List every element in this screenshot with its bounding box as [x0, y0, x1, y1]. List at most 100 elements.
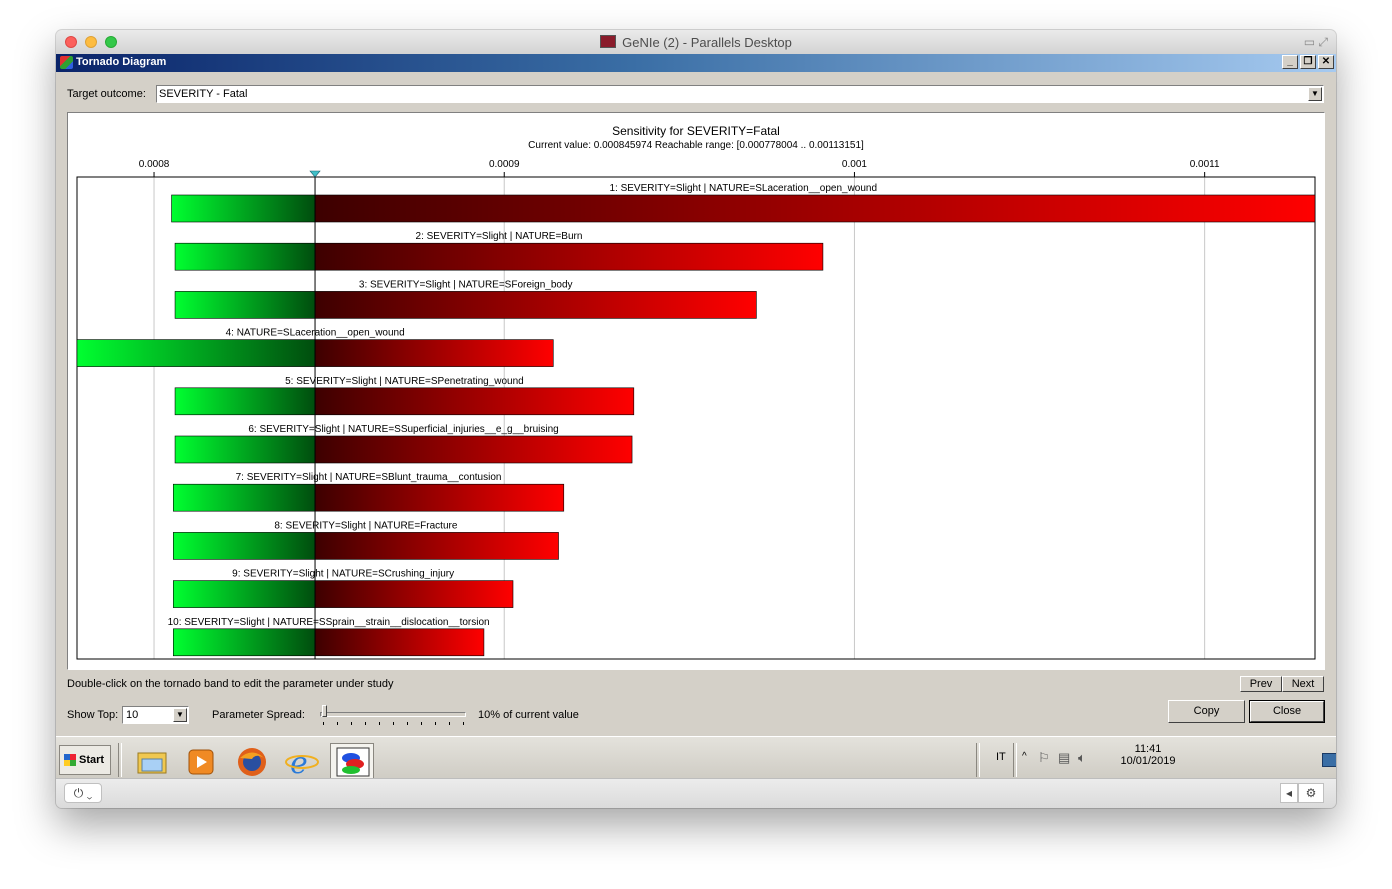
file-explorer-icon[interactable]: [130, 743, 174, 779]
fullscreen-icon[interactable]: ⤢: [1318, 35, 1328, 49]
system-tray: IT ^ ⚐ ▤ 🔈︎ 11:41 10/01/2019: [976, 737, 1336, 779]
x-tick-label: 0.0011: [1190, 159, 1220, 170]
action-center-icon[interactable]: ⚐: [1038, 750, 1050, 765]
tornado-bar-low[interactable]: [174, 242, 316, 271]
tornado-bar-high[interactable]: [314, 242, 824, 271]
chart-title: Sensitivity for SEVERITY=Fatal: [612, 124, 780, 138]
tornado-app-icon: [60, 56, 73, 69]
start-label: Start: [79, 754, 105, 766]
plot-frame: [76, 176, 1316, 660]
hint-text: Double-click on the tornado band to edit…: [67, 678, 394, 690]
bar-label: 6: SEVERITY=Slight | NATURE=SSuperficial…: [248, 424, 558, 435]
dialog-titlebar: Tornado Diagram _ ❐ ✕: [56, 54, 1336, 72]
gear-icon[interactable]: ⚙: [1298, 783, 1324, 803]
tornado-bar-low[interactable]: [172, 628, 316, 657]
tornado-bar-high[interactable]: [314, 435, 633, 464]
parameter-spread-slider[interactable]: [320, 712, 466, 717]
vm-config-icon[interactable]: ▭: [1303, 35, 1316, 49]
show-desktop-icon[interactable]: [1322, 753, 1336, 767]
volume-icon[interactable]: 🔈︎: [1078, 750, 1086, 765]
close-button[interactable]: Close: [1249, 700, 1325, 723]
tornado-bar-low[interactable]: [174, 435, 316, 464]
genie-app-icon[interactable]: [330, 743, 374, 779]
parallels-bottom-bar: ⏻ ⌄ ◂ ⚙: [56, 778, 1336, 808]
tornado-bar-low[interactable]: [174, 291, 316, 319]
target-outcome-select[interactable]: SEVERITY - Fatal ▼: [156, 85, 1324, 103]
slider-tick: [463, 722, 464, 725]
mac-titlebar-icons: ▭ ⤢: [1304, 35, 1328, 50]
tornado-bar-low[interactable]: [172, 483, 316, 512]
windows-logo-icon: [64, 754, 76, 766]
slider-tick: [449, 722, 450, 725]
prev-button[interactable]: Prev: [1240, 676, 1282, 692]
slider-tick: [323, 722, 324, 725]
internet-explorer-icon[interactable]: e: [280, 743, 324, 781]
tornado-chart: Sensitivity for SEVERITY=Fatal Current v…: [76, 124, 1316, 660]
tornado-bar-low[interactable]: [76, 339, 316, 367]
x-tick-label: 0.0008: [139, 159, 170, 170]
tornado-bar-high[interactable]: [314, 628, 485, 657]
bar-label: 10: SEVERITY=Slight | NATURE=SSprain__st…: [168, 617, 490, 628]
tornado-bar-high[interactable]: [314, 483, 565, 512]
tornado-bar-high[interactable]: [314, 194, 1316, 223]
slider-tick: [365, 722, 366, 725]
chevron-down-icon[interactable]: ▼: [173, 708, 187, 722]
tornado-bar-low[interactable]: [172, 532, 316, 560]
firefox-icon[interactable]: [230, 743, 274, 779]
tornado-bar-high[interactable]: [314, 291, 757, 319]
slider-tick: [407, 722, 408, 725]
next-button[interactable]: Next: [1282, 676, 1324, 692]
tornado-bar-high[interactable]: [314, 387, 635, 416]
clock[interactable]: 11:41 10/01/2019: [1118, 743, 1178, 767]
tornado-bar-high[interactable]: [314, 580, 514, 608]
windows-taskbar: Start e IT ^ ⚐ ▤ 🔈︎ 11:41 10/01/: [56, 736, 1336, 781]
bar-label: 1: SEVERITY=Slight | NATURE=SLaceration_…: [609, 183, 877, 194]
language-indicator[interactable]: IT: [996, 751, 1006, 763]
tornado-bar-low[interactable]: [174, 387, 316, 416]
target-outcome-label: Target outcome:: [67, 88, 146, 100]
slider-tick: [393, 722, 394, 725]
restore-icon[interactable]: ❐: [1300, 55, 1316, 69]
show-top-select[interactable]: 10 ▼: [122, 706, 189, 724]
slider-tick: [379, 722, 380, 725]
power-menu-button[interactable]: ⏻ ⌄: [64, 783, 102, 803]
tornado-bar-high[interactable]: [314, 532, 559, 560]
x-tick-label: 0.001: [842, 159, 867, 170]
bar-label: 5: SEVERITY=Slight | NATURE=SPenetrating…: [285, 376, 524, 387]
bar-label: 7: SEVERITY=Slight | NATURE=SBlunt_traum…: [236, 472, 502, 483]
network-icon[interactable]: ▤: [1058, 750, 1071, 765]
start-button[interactable]: Start: [59, 745, 111, 775]
slider-tick: [435, 722, 436, 725]
tornado-bar-high[interactable]: [314, 339, 554, 367]
parameter-spread-label: Parameter Spread:: [212, 709, 305, 721]
bar-label: 9: SEVERITY=Slight | NATURE=SCrushing_in…: [232, 569, 454, 580]
parallels-window: GeNIe (2) - Parallels Desktop ▭ ⤢ Tornad…: [56, 30, 1336, 808]
media-player-icon[interactable]: [180, 743, 224, 779]
current-value-marker-icon: [309, 170, 321, 178]
target-outcome-value: SEVERITY - Fatal: [159, 88, 248, 100]
show-top-value: 10: [126, 709, 139, 721]
mac-titlebar: GeNIe (2) - Parallels Desktop ▭ ⤢: [56, 30, 1336, 55]
copy-button[interactable]: Copy: [1168, 700, 1245, 723]
slider-tick: [337, 722, 338, 725]
show-hidden-icons-icon[interactable]: ^: [1022, 751, 1027, 762]
minimize-window-button[interactable]: [85, 36, 97, 48]
slider-thumb[interactable]: [322, 705, 327, 717]
parallels-vm-icon: [600, 35, 617, 48]
svg-text:e: e: [290, 746, 308, 779]
close-window-button[interactable]: [65, 36, 77, 48]
mac-window-title: GeNIe (2) - Parallels Desktop: [56, 35, 1336, 50]
chevron-down-icon[interactable]: ▼: [1308, 87, 1322, 101]
tornado-bar-low[interactable]: [171, 194, 316, 223]
tornado-bar-low[interactable]: [172, 580, 316, 608]
x-tick-label: 0.0009: [489, 159, 520, 170]
minimize-icon[interactable]: _: [1282, 55, 1298, 69]
parameter-spread-value: 10% of current value: [478, 709, 579, 721]
slider-tick: [351, 722, 352, 725]
zoom-window-button[interactable]: [105, 36, 117, 48]
bar-label: 2: SEVERITY=Slight | NATURE=Burn: [416, 231, 583, 242]
chart-subtitle: Current value: 0.000845974 Reachable ran…: [528, 140, 864, 151]
collapse-icon[interactable]: ◂: [1280, 783, 1298, 803]
clock-time: 11:41: [1134, 743, 1162, 755]
close-icon[interactable]: ✕: [1318, 55, 1334, 69]
